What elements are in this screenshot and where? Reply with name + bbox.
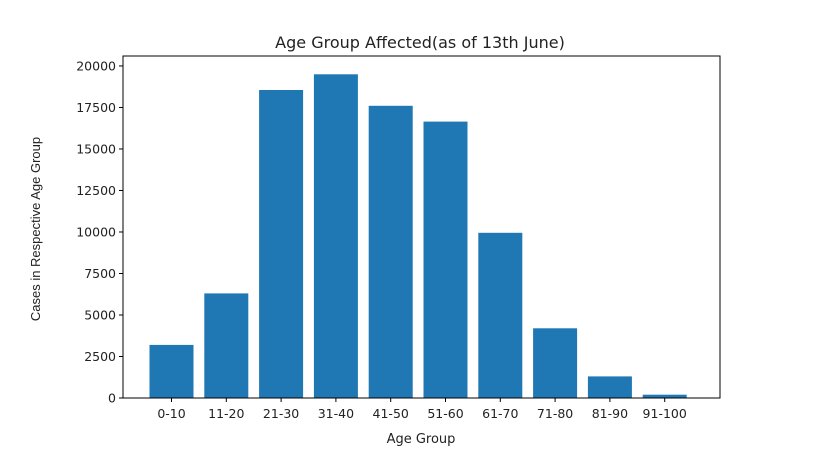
bar-91-100 (642, 394, 687, 398)
x-tick-label: 41-50 (373, 406, 409, 421)
x-tick-label: 91-100 (643, 406, 687, 421)
bars-layer (149, 74, 687, 399)
y-tick-label: 20000 (76, 58, 116, 73)
y-tick-label: 10000 (76, 224, 116, 239)
bar-71-80 (533, 328, 578, 398)
x-tick-label: 11-20 (208, 406, 244, 421)
bar-0-10 (149, 344, 194, 398)
x-axis-label: Age Group (387, 432, 456, 447)
bar-61-70 (478, 232, 523, 398)
x-axis-ticks: 0-10 11-20 21-30 31-40 41-50 51-60 61-70 71-80 8… (157, 398, 687, 421)
bar-11-20 (204, 293, 249, 398)
x-tick-label: 61-70 (482, 406, 518, 421)
bar-51-60 (423, 121, 468, 398)
y-tick-label: 5000 (84, 307, 116, 322)
bar-31-40 (313, 74, 358, 399)
plot-frame (122, 55, 721, 399)
x-tick-label: 81-90 (592, 406, 628, 421)
bar-21-30 (259, 90, 304, 398)
x-tick-label: 21-30 (263, 406, 299, 421)
y-tick-label: 0 (108, 391, 116, 406)
y-tick-label: 15000 (76, 141, 116, 156)
x-tick-label: 31-40 (318, 406, 354, 421)
y-axis-ticks: 0 2500 5000 7500 10000 12500 15000 17500 20000 (76, 58, 123, 406)
x-tick-label: 71-80 (537, 406, 573, 421)
y-tick-label: 17500 (76, 100, 116, 115)
bar-81-90 (587, 376, 632, 398)
y-tick-label: 7500 (84, 266, 116, 281)
y-tick-label: 12500 (76, 183, 116, 198)
y-tick-label: 2500 (84, 349, 116, 364)
x-tick-label: 0-10 (157, 406, 185, 421)
x-tick-label: 51-60 (427, 406, 463, 421)
chart-title: Age Group Affected(as of 13th June) (275, 33, 565, 52)
y-axis-label: Cases in Respective Age Group (28, 137, 43, 321)
bar-41-50 (368, 105, 413, 399)
